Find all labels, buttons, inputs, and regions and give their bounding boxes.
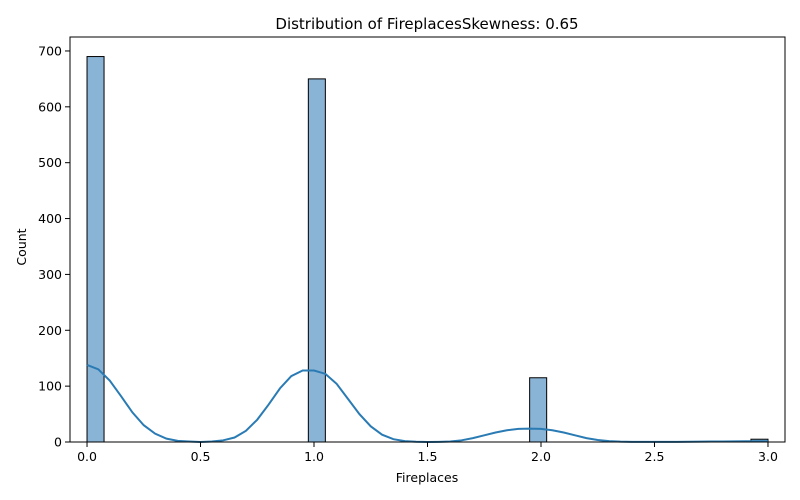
x-tick-label: 1.0 — [304, 449, 324, 464]
bars-layer — [86, 56, 769, 443]
y-tick-label: 700 — [38, 43, 62, 58]
y-axis-label: Count — [14, 228, 29, 265]
histogram-bar-1 — [307, 78, 326, 443]
y-tick-label: 200 — [38, 323, 62, 338]
histogram-bar-0 — [86, 56, 105, 443]
x-tick-label: 1.5 — [418, 449, 438, 464]
x-tick-label: 2.5 — [645, 449, 665, 464]
x-axis-label: Fireplaces — [396, 470, 458, 485]
histogram-bar-2 — [529, 377, 548, 443]
x-tick-label: 0.0 — [77, 449, 97, 464]
x-tick-label: 3.0 — [758, 449, 778, 464]
y-tick-label: 500 — [38, 155, 62, 170]
y-tick-label: 100 — [38, 379, 62, 394]
x-tick-label: 2.0 — [531, 449, 551, 464]
y-tick-label: 400 — [38, 211, 62, 226]
y-tick-label: 0 — [54, 435, 62, 450]
y-tick-label: 300 — [38, 267, 62, 282]
chart-title: Distribution of FireplacesSkewness: 0.65 — [275, 15, 578, 33]
y-tick-label: 600 — [38, 99, 62, 114]
y-axis-ticks: 0 100 200 300 400 500 600 700 — [38, 43, 70, 450]
x-axis-ticks: 0.0 0.5 1.0 1.5 2.0 2.5 3.0 — [77, 442, 778, 464]
plot-frame — [69, 36, 786, 443]
x-tick-label: 0.5 — [191, 449, 211, 464]
